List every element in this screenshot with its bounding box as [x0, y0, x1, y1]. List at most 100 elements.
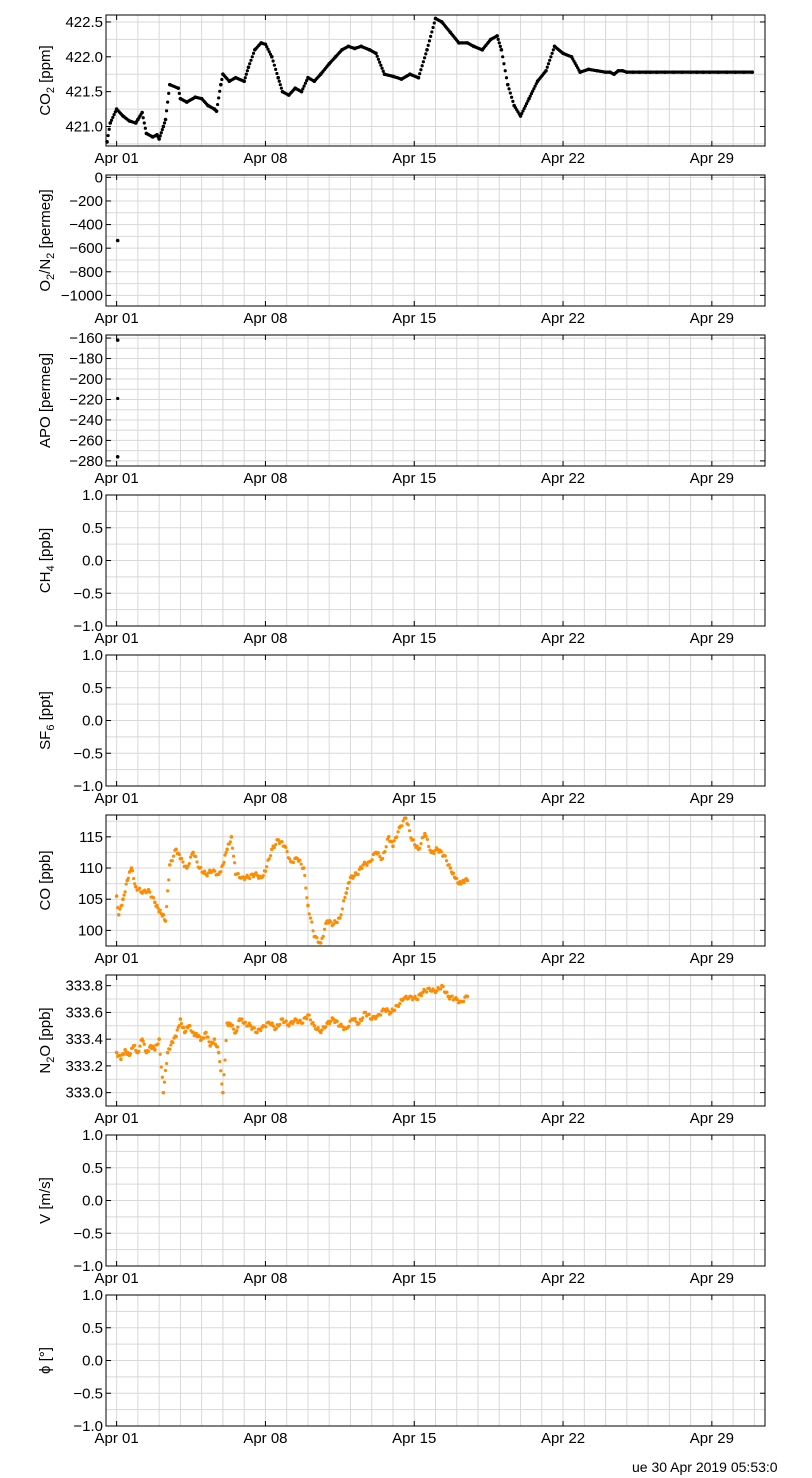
- data-point: [116, 396, 120, 401]
- data-point: [184, 1029, 188, 1033]
- x-tick-label: Apr 08: [243, 1270, 287, 1287]
- data-point: [307, 1013, 311, 1017]
- data-point: [444, 859, 449, 863]
- data-point: [379, 63, 383, 67]
- data-point: [231, 1027, 236, 1031]
- y-tick-label: 0.5: [82, 680, 103, 697]
- data-point: [429, 34, 433, 39]
- data-point: [384, 845, 388, 849]
- data-point: [219, 1069, 223, 1073]
- data-point: [413, 994, 417, 998]
- data-point: [116, 913, 121, 917]
- data-point: [124, 882, 128, 886]
- data-point: [270, 55, 274, 59]
- data-point: [168, 1047, 172, 1051]
- data-point: [142, 1042, 146, 1046]
- data-point: [420, 990, 425, 995]
- y-axis-label: APO [permeg]: [37, 353, 54, 448]
- data-point: [143, 126, 147, 130]
- data-point: [445, 990, 449, 994]
- data-point: [422, 56, 427, 60]
- data-point: [533, 84, 537, 88]
- data-point: [208, 1044, 212, 1048]
- y-tick-label: 422.5: [65, 14, 103, 31]
- data-point: [159, 1065, 163, 1069]
- data-point: [361, 1016, 365, 1020]
- data-point: [218, 89, 222, 93]
- data-point: [324, 1025, 328, 1029]
- data-point: [340, 1024, 344, 1029]
- data-point: [111, 115, 115, 120]
- data-point: [528, 94, 532, 98]
- data-point: [271, 59, 275, 63]
- data-point: [272, 63, 276, 67]
- panel-7: 333.8 333.6 333.4 333.2 333.0 Apr 01 Apr 08 Apr…: [37, 974, 766, 1127]
- data-point: [435, 847, 440, 852]
- panel-frame: [105, 814, 766, 947]
- data-point: [320, 1028, 324, 1032]
- data-point: [360, 866, 364, 870]
- data-point: [223, 853, 227, 857]
- y-tick-label: 0.5: [82, 1160, 103, 1177]
- y-axis-label: CO2 [ppm]: [37, 45, 57, 115]
- y-tick-label: 333.8: [65, 978, 103, 995]
- data-point: [272, 845, 276, 850]
- data-point: [225, 847, 229, 852]
- y-tick-label: −260: [69, 432, 103, 449]
- x-tick-label: Apr 22: [541, 790, 585, 807]
- data-point: [133, 884, 138, 889]
- data-point: [523, 104, 527, 108]
- data-point: [431, 25, 435, 30]
- data-point: [430, 989, 434, 993]
- x-tick-label: Apr 15: [392, 310, 436, 327]
- data-point: [451, 871, 456, 875]
- data-point: [264, 1025, 268, 1029]
- data-point: [217, 96, 221, 100]
- data-point: [331, 1017, 336, 1021]
- data-point: [206, 871, 211, 875]
- data-point: [115, 338, 120, 342]
- x-tick-label: Apr 01: [95, 790, 139, 807]
- data-point: [121, 897, 125, 902]
- data-point: [114, 1050, 119, 1055]
- data-point: [416, 75, 421, 80]
- panel-2: 0 −200 −400 −600 −800 −1000 Apr 01 Apr 08 Apr 15…: [37, 169, 766, 327]
- data-point: [109, 118, 114, 122]
- data-point: [284, 1019, 288, 1023]
- data-point: [251, 51, 256, 55]
- x-tick-label: Apr 29: [690, 1110, 734, 1127]
- data-point: [339, 913, 343, 917]
- data-point: [230, 1023, 235, 1027]
- data-point: [550, 51, 554, 55]
- data-point: [511, 99, 515, 104]
- data-point: [274, 67, 278, 71]
- panel-frame: [105, 14, 766, 147]
- y-tick-label: 421.0: [65, 118, 103, 135]
- data-point: [529, 92, 534, 96]
- data-point: [415, 844, 419, 848]
- data-point: [278, 83, 282, 87]
- data-point: [166, 100, 170, 104]
- data-point: [378, 60, 382, 64]
- data-point: [311, 929, 315, 933]
- data-point: [496, 37, 500, 41]
- data-point: [128, 1052, 133, 1056]
- y-tick-label: −280: [69, 453, 103, 470]
- data-point: [224, 1038, 228, 1043]
- data-point: [160, 128, 164, 132]
- data-point: [361, 863, 366, 867]
- data-point: [188, 1024, 192, 1028]
- x-tick-label: Apr 08: [243, 630, 287, 647]
- series-1: [105, 16, 755, 144]
- data-point: [142, 121, 146, 125]
- panel-frame: [105, 334, 766, 467]
- data-point: [312, 1023, 317, 1028]
- data-point: [157, 1037, 161, 1041]
- data-point: [162, 1080, 167, 1084]
- data-point: [179, 1021, 184, 1026]
- footer-timestamp: ue 30 Apr 2019 05:53:0: [632, 1459, 778, 1475]
- data-point: [224, 850, 228, 855]
- data-point: [430, 30, 434, 34]
